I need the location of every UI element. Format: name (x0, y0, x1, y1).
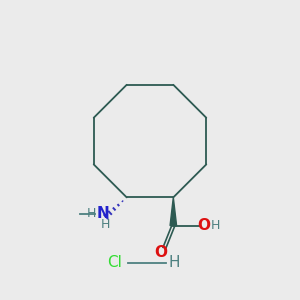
Polygon shape (170, 197, 177, 226)
Text: O: O (197, 218, 210, 233)
Text: H: H (168, 255, 179, 270)
Text: Cl: Cl (107, 255, 122, 270)
Text: N: N (97, 206, 109, 221)
Text: O: O (154, 245, 167, 260)
Text: H: H (211, 219, 220, 232)
Text: H: H (101, 218, 111, 231)
Text: H: H (86, 207, 96, 220)
